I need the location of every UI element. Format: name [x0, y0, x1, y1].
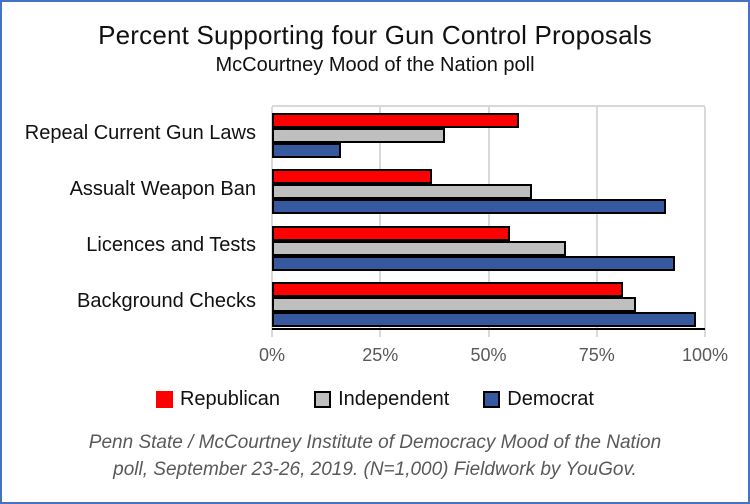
independent-bar: [272, 128, 446, 143]
independent-bar: [272, 240, 567, 256]
democrat-bar: [272, 143, 342, 158]
category-label: Background Checks: [77, 290, 256, 313]
republican-bar: [272, 169, 433, 185]
x-tick-label: 75%: [578, 345, 615, 365]
x-axis-line: [272, 328, 705, 330]
source-note-line2: poll, September 23-26, 2019. (N=1,000) F…: [113, 458, 637, 480]
gridline: [379, 107, 382, 337]
category-label: Assualt Weapon Ban: [69, 177, 256, 200]
chart-title: Percent Supporting four Gun Control Prop…: [98, 20, 652, 50]
x-tick-label: 100%: [681, 345, 729, 365]
gridline: [704, 107, 706, 337]
republican-bar: [272, 281, 623, 297]
legend: Republican Independent Democrat: [2, 388, 748, 411]
republican-bar: [272, 113, 519, 128]
republican-bar: [272, 225, 511, 241]
legend-item-independent: Independent: [314, 388, 449, 411]
legend-item-republican: Republican: [155, 388, 281, 411]
legend-item-democrat: Democrat: [483, 388, 594, 411]
x-axis: 0% 25% 50% 75% 100%: [259, 345, 728, 367]
source-note-line1: Penn State / McCourtney Institute of Dem…: [88, 432, 662, 453]
gridline: [271, 107, 273, 337]
legend-swatch-independent: [314, 391, 332, 408]
category-label: Repeal Current Gun Laws: [24, 121, 256, 144]
legend-swatch-republican: [155, 391, 173, 408]
gridline: [487, 107, 490, 337]
democrat-bar: [272, 311, 697, 327]
category-labels: Repeal Current Gun Laws Assualt Weapon Ba…: [8, 105, 256, 330]
independent-bar: [272, 296, 636, 312]
bar-group: [272, 107, 705, 163]
plot-area: [271, 105, 706, 337]
gridline: [595, 107, 598, 337]
democrat-bar: [272, 255, 675, 271]
x-tick-label: 0%: [258, 345, 286, 365]
legend-label: Independent: [338, 388, 450, 410]
category-label: Licences and Tests: [86, 234, 256, 257]
x-tick-label: 25%: [362, 345, 399, 365]
legend-label: Republican: [179, 388, 281, 410]
x-tick-label: 50%: [470, 345, 507, 365]
source-note: Penn State / McCourtney Institute of Dem…: [2, 430, 748, 483]
bar-group: [272, 163, 705, 219]
chart-subtitle: McCourtney Mood of the Nation poll: [215, 54, 535, 76]
democrat-bar: [272, 199, 667, 215]
independent-bar: [272, 184, 532, 200]
legend-label: Democrat: [507, 388, 594, 410]
bar-group: [272, 276, 705, 332]
legend-swatch-democrat: [483, 391, 501, 408]
bar-group: [272, 220, 705, 276]
